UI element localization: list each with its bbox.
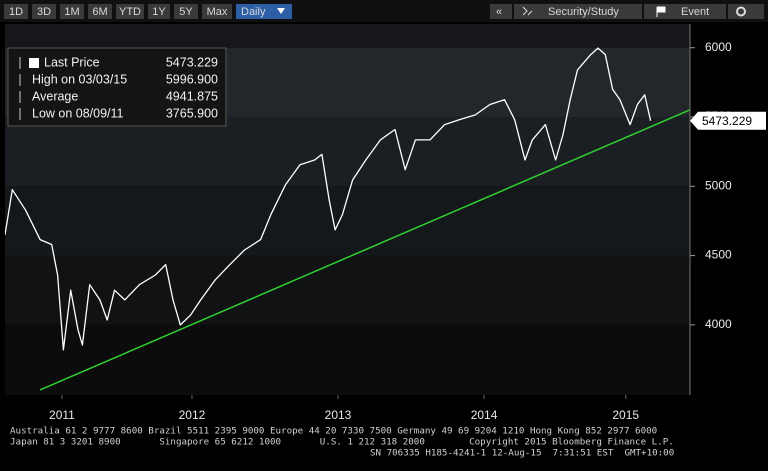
range-label: 1Y bbox=[152, 6, 166, 18]
x-tick-label: 2011 bbox=[49, 408, 75, 422]
frequency-button[interactable] bbox=[236, 4, 292, 19]
collapse-label: « bbox=[496, 6, 502, 18]
price-line bbox=[5, 47, 652, 351]
footer-line: Australia 61 2 9777 8600 Brazil 5511 239… bbox=[10, 426, 657, 437]
legend-name: Last Price bbox=[44, 55, 100, 69]
footer: Australia 61 2 9777 8600 Brazil 5511 239… bbox=[10, 426, 674, 459]
range-button[interactable] bbox=[60, 4, 84, 19]
range-buttons: 1D 3D 1M 6M YTD 1Y 5Y Max bbox=[4, 4, 232, 19]
range-button[interactable] bbox=[202, 4, 232, 19]
frequency-label: Daily bbox=[241, 6, 266, 18]
legend-value: 3765.900 bbox=[166, 106, 218, 120]
plot-area bbox=[5, 47, 690, 391]
legend-name: Low on 08/09/11 bbox=[32, 106, 124, 120]
y-tick-label: 4500 bbox=[705, 248, 732, 262]
x-tick-label: 2013 bbox=[325, 408, 352, 422]
y-tick-label: 5000 bbox=[705, 178, 732, 192]
y-tick-label: 6000 bbox=[705, 40, 732, 54]
legend-value: 4941.875 bbox=[166, 89, 218, 103]
range-button[interactable] bbox=[174, 4, 198, 19]
x-tick-label: 2012 bbox=[179, 408, 206, 422]
axes: 4000450050005500600020112012201320142015… bbox=[49, 40, 766, 422]
range-button[interactable] bbox=[116, 4, 144, 19]
band bbox=[5, 255, 690, 325]
legend: Last Price 5473.229 High on 03/03/15 5996.9… bbox=[19, 55, 218, 120]
range-button[interactable] bbox=[148, 4, 170, 19]
legend-box bbox=[7, 47, 227, 127]
settings-icon bbox=[736, 6, 746, 17]
legend-name: Average bbox=[32, 89, 78, 103]
study-label: Security/Study bbox=[548, 6, 619, 18]
range-label: 1M bbox=[64, 6, 79, 18]
dropdown-icon bbox=[277, 8, 285, 14]
band bbox=[5, 116, 690, 187]
trend-line bbox=[39, 109, 690, 391]
price-tag-shape bbox=[690, 111, 766, 130]
y-tick-label: 4000 bbox=[705, 317, 732, 331]
band bbox=[5, 24, 690, 48]
range-button[interactable] bbox=[4, 4, 28, 19]
band bbox=[5, 324, 690, 395]
legend-value: 5473.229 bbox=[166, 55, 218, 69]
study-button[interactable] bbox=[514, 4, 642, 19]
legend-value: 5996.900 bbox=[166, 72, 218, 86]
event-icon bbox=[656, 6, 666, 17]
x-tick-label: 2014 bbox=[471, 408, 498, 422]
range-label: 3D bbox=[37, 6, 51, 18]
range-label: 5Y bbox=[179, 6, 193, 18]
legend-swatch bbox=[29, 58, 39, 68]
range-button[interactable] bbox=[88, 4, 112, 19]
collapse-button[interactable] bbox=[490, 4, 512, 19]
range-label: YTD bbox=[119, 6, 141, 18]
legend-name: High on 03/03/15 bbox=[32, 72, 127, 86]
range-label: 1D bbox=[9, 6, 23, 18]
range-button[interactable] bbox=[32, 4, 56, 19]
range-label: 6M bbox=[92, 6, 107, 18]
footer-line: Japan 81 3 3201 8900 Singapore 65 6212 1… bbox=[10, 437, 674, 448]
study-icon bbox=[522, 6, 533, 16]
event-label: Event bbox=[681, 6, 709, 18]
x-tick-label: 2015 bbox=[612, 408, 639, 422]
price-tag-label: 5473.229 bbox=[702, 114, 752, 128]
range-label: Max bbox=[207, 6, 228, 18]
footer-line: SN 706335 H185-4241-1 12-Aug-15 7:31:51 … bbox=[370, 448, 674, 459]
